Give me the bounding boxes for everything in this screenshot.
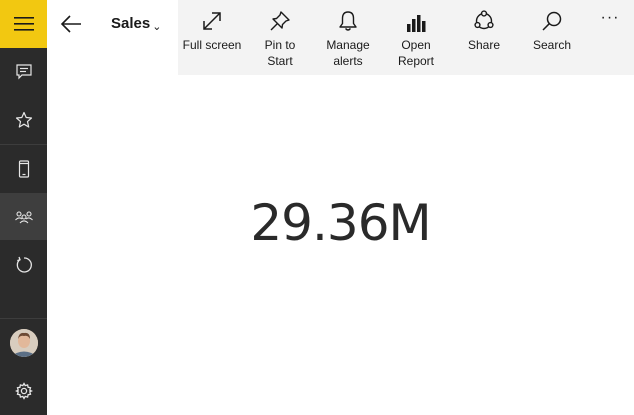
settings-button[interactable] bbox=[0, 367, 47, 415]
more-options-button[interactable]: ··· bbox=[592, 0, 628, 75]
pin-to-start-label: Pin to Start bbox=[264, 38, 296, 68]
apps-button[interactable] bbox=[0, 145, 47, 192]
phone-icon bbox=[18, 159, 29, 178]
search-icon bbox=[542, 11, 562, 31]
manage-alerts-button[interactable]: Manage alerts bbox=[318, 0, 378, 75]
bell-icon bbox=[339, 11, 357, 31]
gear-icon bbox=[14, 382, 33, 400]
more-icon: ··· bbox=[600, 9, 620, 26]
account-button[interactable] bbox=[0, 319, 47, 367]
manage-alerts-label: Manage alerts bbox=[326, 38, 370, 68]
comments-button[interactable] bbox=[0, 48, 47, 95]
comment-icon bbox=[15, 63, 32, 79]
back-button[interactable] bbox=[51, 4, 91, 44]
pin-icon bbox=[270, 11, 290, 31]
open-report-button[interactable]: Open Report bbox=[388, 0, 444, 75]
navigation-rail bbox=[0, 0, 47, 415]
share-icon bbox=[474, 10, 494, 30]
hamburger-menu-button[interactable] bbox=[0, 0, 47, 48]
full-screen-button[interactable]: Full screen bbox=[178, 0, 246, 75]
kpi-value: 29.36M bbox=[250, 194, 431, 252]
page-title: Sales bbox=[111, 15, 151, 32]
workspaces-icon bbox=[14, 210, 33, 223]
avatar bbox=[9, 329, 38, 357]
bar-chart-icon bbox=[407, 15, 426, 32]
back-arrow-icon bbox=[60, 15, 81, 33]
hamburger-icon bbox=[13, 17, 34, 31]
search-button[interactable]: Search bbox=[524, 0, 580, 75]
refresh-icon bbox=[16, 256, 32, 273]
chevron-down-icon: ⌄ bbox=[152, 21, 162, 33]
full-screen-label: Full screen bbox=[182, 38, 242, 52]
share-button[interactable]: Share bbox=[458, 0, 510, 75]
refresh-button[interactable] bbox=[0, 241, 47, 288]
pin-to-start-button[interactable]: Pin to Start bbox=[250, 0, 310, 75]
full-screen-icon bbox=[203, 12, 221, 30]
command-bar: Full screen Pin to Start Manage alerts bbox=[178, 0, 634, 75]
search-label: Search bbox=[532, 38, 572, 52]
open-report-label: Open Report bbox=[397, 38, 435, 68]
dashboard-title-dropdown[interactable]: Sales ⌄ bbox=[111, 15, 162, 33]
rail-divider bbox=[0, 144, 47, 145]
workspaces-button[interactable] bbox=[0, 193, 47, 240]
share-label: Share bbox=[467, 38, 501, 52]
favorites-button[interactable] bbox=[0, 96, 47, 143]
star-icon bbox=[15, 111, 32, 128]
rail-divider bbox=[0, 318, 47, 319]
